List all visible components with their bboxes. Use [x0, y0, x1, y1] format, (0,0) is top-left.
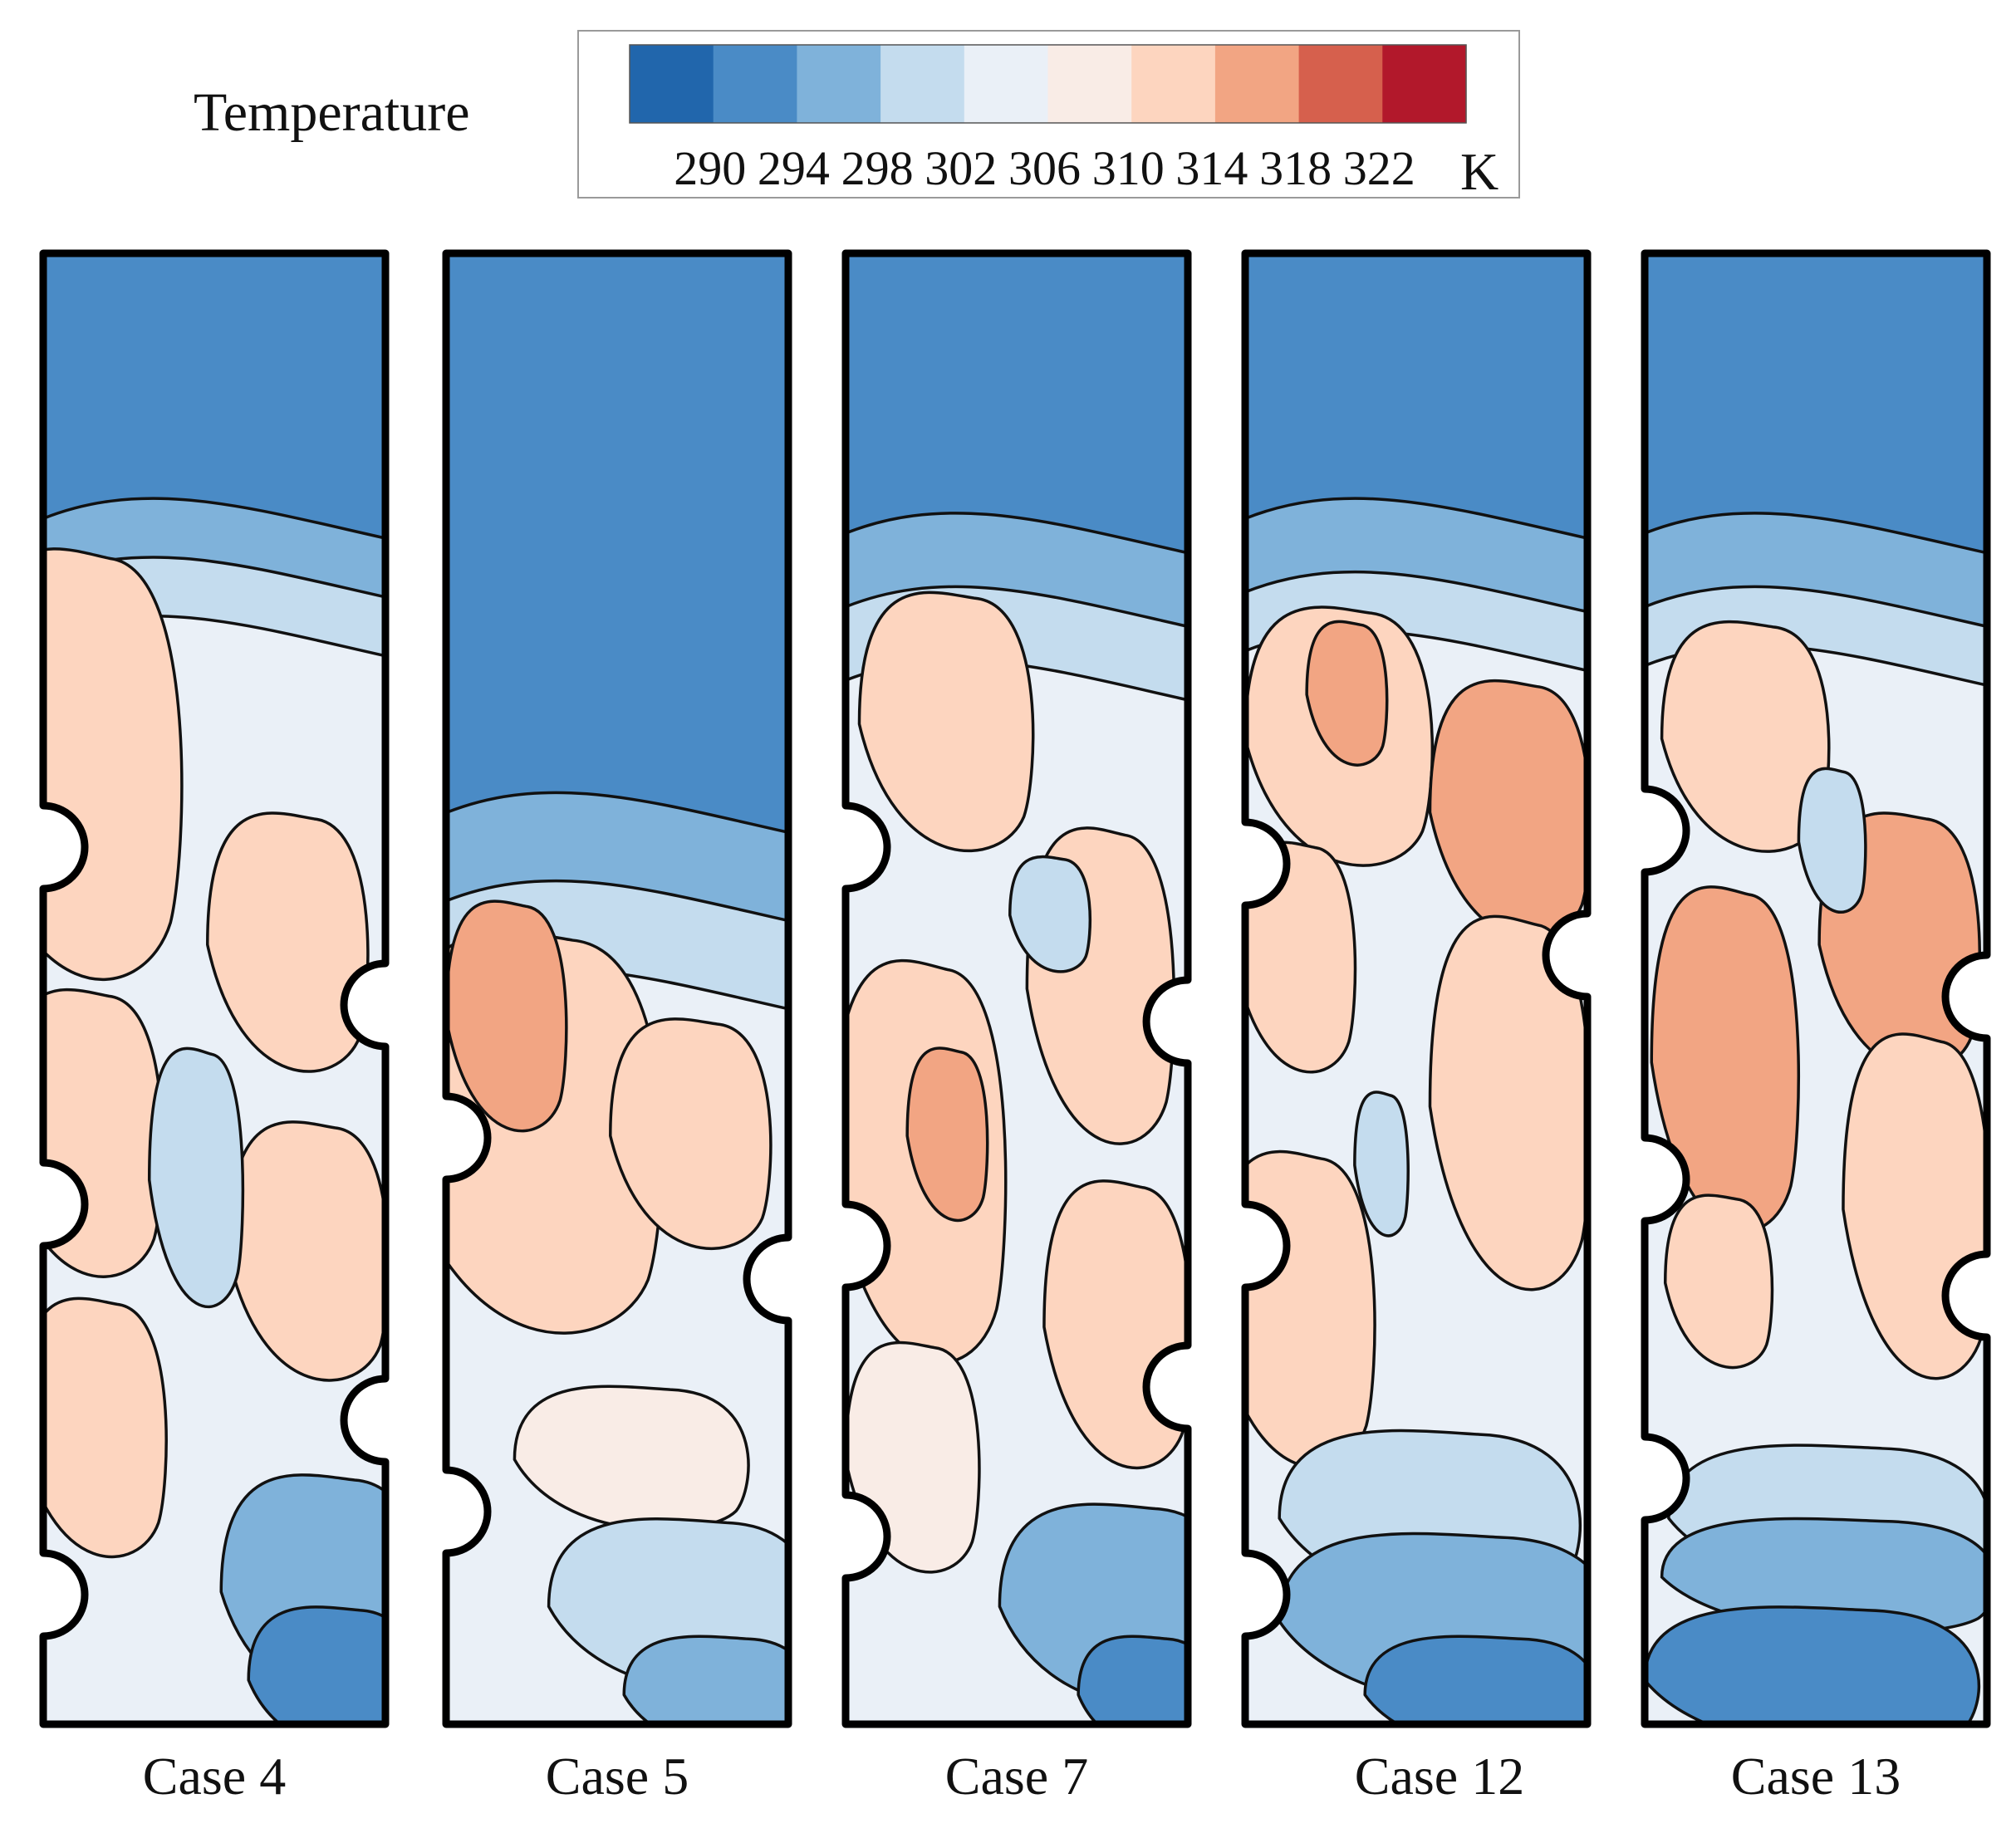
case-label-7: Case 7	[944, 1747, 1089, 1806]
contour-region	[1353, 1091, 1410, 1238]
contour-region	[43, 988, 164, 1278]
contour-region	[1305, 620, 1389, 767]
contour-region	[1077, 1635, 1188, 1724]
colorbar-swatch-1	[713, 45, 797, 123]
contour-region	[1245, 1149, 1376, 1469]
colorbar-tick-label: 302	[925, 141, 997, 195]
contour-region	[1008, 855, 1092, 973]
contour-panel-3	[1241, 249, 1592, 1728]
contour-region	[1363, 1635, 1587, 1724]
case-label-13: Case 13	[1730, 1747, 1901, 1806]
contour-panel-2	[841, 249, 1192, 1728]
colorbar-tick-label: 306	[1008, 141, 1081, 195]
contour-region	[1428, 914, 1587, 1292]
contour-region	[206, 811, 370, 1073]
colorbar: 290 294 298 302 306 310 314 318 322 K	[629, 44, 1499, 201]
case-label-5: Case 5	[545, 1747, 689, 1806]
contour-region	[1663, 1193, 1774, 1370]
contour-region	[247, 1605, 385, 1724]
contour-region	[622, 1635, 788, 1724]
contour-region	[1650, 885, 1800, 1233]
contour-panel-0	[39, 249, 390, 1728]
colorbar-tick-label: 318	[1259, 141, 1332, 195]
contour-region	[905, 1046, 989, 1223]
channel-outline	[841, 249, 1192, 1728]
case-label-4: Case 4	[142, 1747, 287, 1806]
colorbar-swatch-5	[1047, 45, 1132, 123]
colorbar-swatch-3	[880, 45, 965, 123]
contour-panel-4	[1641, 249, 1991, 1728]
colorbar-tick-label: 290	[674, 141, 746, 195]
contour-panel-1	[442, 249, 792, 1728]
colorbar-unit: K	[1460, 142, 1499, 201]
colorbar-swatch-9	[1382, 45, 1467, 123]
case-label-12: Case 12	[1354, 1747, 1525, 1806]
contour-panels	[39, 249, 1991, 1728]
colorbar-swatch-6	[1131, 45, 1216, 123]
channel-outline	[39, 249, 390, 1728]
channel-outline	[1641, 249, 1991, 1728]
contour-region	[857, 591, 1035, 853]
contour-region	[1645, 1605, 1980, 1724]
contour-region	[1797, 767, 1867, 914]
colorbar-swatch-0	[630, 45, 714, 123]
channel-outline	[1241, 249, 1592, 1728]
legend-title: Temperature	[194, 82, 470, 143]
colorbar-swatch-4	[964, 45, 1049, 123]
contour-region	[43, 547, 184, 981]
contour-region	[846, 1341, 981, 1574]
colorbar-swatch-7	[1214, 45, 1300, 123]
channel-outline	[442, 249, 792, 1728]
contour-region	[446, 899, 568, 1133]
colorbar-tick-label: 310	[1092, 141, 1165, 195]
contour-region	[43, 1296, 168, 1559]
colorbar-tick-label: 294	[758, 141, 830, 195]
contour-region	[226, 1120, 385, 1382]
colorbar-tick-label: 322	[1343, 141, 1415, 195]
colorbar-tick-label: 314	[1175, 141, 1248, 195]
colorbar-swatch-2	[797, 45, 881, 123]
contour-region	[1660, 620, 1831, 853]
colorbar-tick-label: 298	[841, 141, 914, 195]
contour-region	[609, 1017, 773, 1250]
contour-region	[147, 1046, 245, 1309]
colorbar-swatch-8	[1298, 45, 1383, 123]
